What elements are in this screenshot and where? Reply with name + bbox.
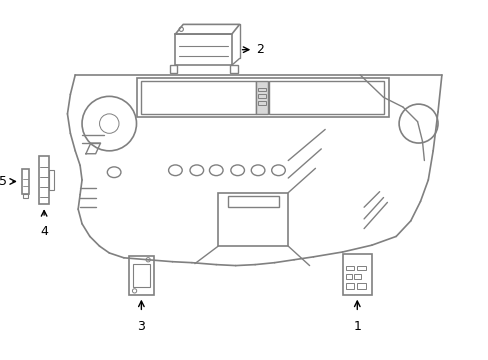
Text: 4: 4 (40, 225, 48, 238)
Bar (345, 283, 354, 289)
Bar (354, 274, 361, 279)
Text: 3: 3 (137, 320, 145, 333)
Bar (49, 170, 54, 190)
Bar (132, 264, 150, 287)
Bar (342, 254, 371, 295)
Bar (21, 169, 28, 194)
Bar (357, 283, 366, 289)
Bar (175, 34, 231, 65)
Text: 1: 1 (353, 320, 361, 333)
Bar (22, 194, 27, 198)
Text: 2: 2 (256, 43, 264, 56)
Bar (345, 266, 354, 270)
Bar (128, 256, 154, 295)
Bar (357, 266, 366, 270)
Bar (256, 81, 267, 114)
Bar (169, 65, 177, 73)
Bar (39, 156, 49, 204)
Bar (258, 94, 265, 98)
Bar (218, 193, 287, 246)
Text: 5: 5 (0, 175, 7, 188)
Bar (345, 274, 352, 279)
Bar (141, 81, 256, 114)
Bar (268, 81, 383, 114)
Bar (227, 195, 278, 207)
Bar (136, 78, 388, 117)
Bar (258, 87, 265, 91)
Bar (258, 101, 265, 105)
Bar (229, 65, 237, 73)
